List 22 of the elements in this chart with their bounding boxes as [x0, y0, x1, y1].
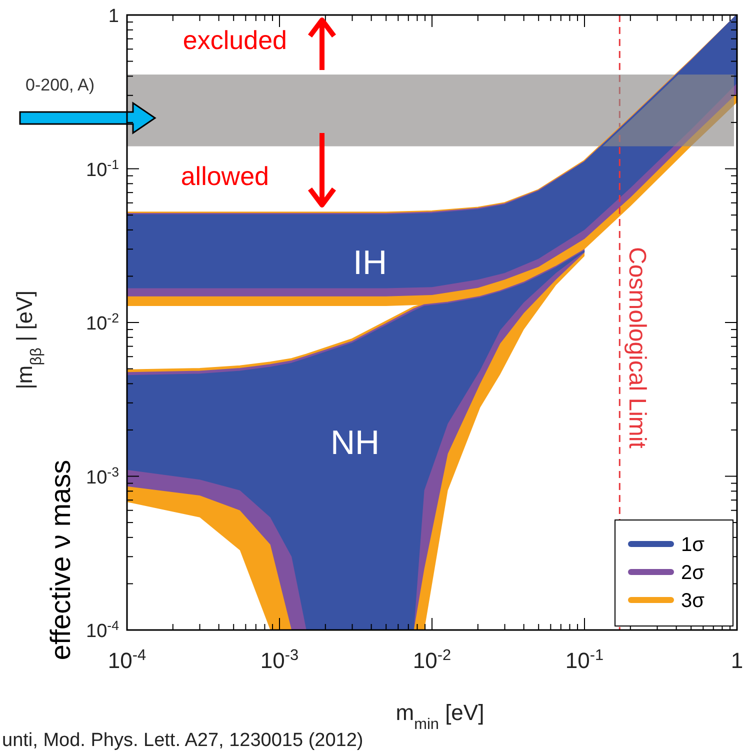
text: effective ν mass — [45, 460, 76, 660]
y-tick-label: 10$^{-3}$ — [86, 464, 119, 488]
annotation: IH — [353, 244, 387, 282]
x-tick-label: 10$^{-4}$ — [108, 646, 147, 673]
annotation: excluded — [182, 25, 287, 55]
x-tick-label: 10$^{-1}$ — [565, 646, 604, 673]
y-tick-label: 10$^{-2}$ — [86, 310, 119, 334]
y-tick-label: 1 — [108, 6, 119, 27]
legend-label: 1σ — [681, 534, 706, 556]
band-label: 0-200, A) — [26, 75, 94, 94]
x-tick-label: 10$^{-3}$ — [260, 646, 299, 673]
annotation: NH — [330, 424, 380, 462]
legend-label: 3σ — [681, 590, 706, 612]
x-axis-title: m$_{min}$ [eV] — [396, 700, 484, 732]
y-tick-label: 10$^{-4}$ — [86, 618, 119, 642]
ref-line-label: Cosmological Limit — [624, 247, 651, 449]
legend-label: 2σ — [681, 562, 706, 584]
y-tick-label: 10$^{-1}$ — [86, 156, 119, 181]
x-tick-label: 1 — [730, 648, 744, 673]
x-tick-label: 10$^{-2}$ — [412, 646, 452, 673]
annotation: allowed — [180, 161, 269, 191]
text: unti, Mod. Phys. Lett. A27, 1230015 (2012) — [2, 730, 364, 751]
